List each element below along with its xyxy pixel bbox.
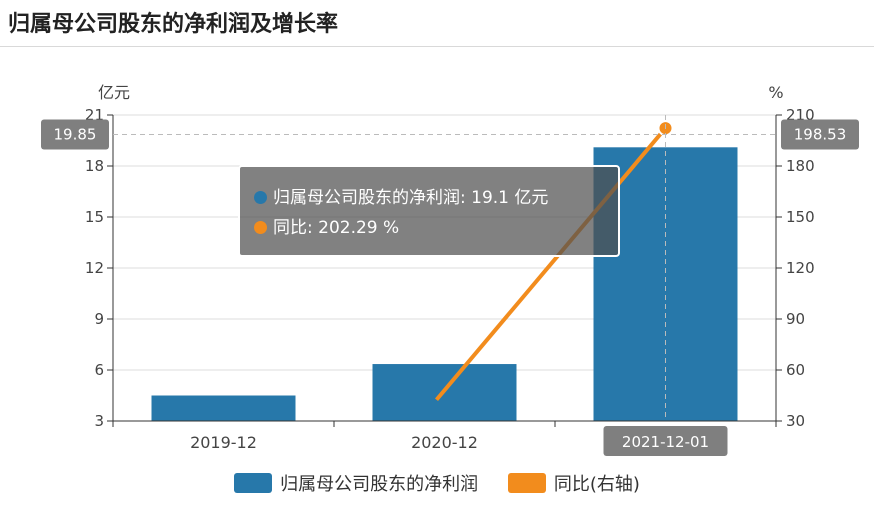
bar-2019-12	[151, 395, 296, 421]
pointer-right-value: 198.53	[794, 126, 847, 144]
legend-item-net-profit[interactable]: 归属母公司股东的净利润	[234, 470, 478, 496]
y-right-tick-label: 30	[786, 412, 805, 430]
tooltip-row-bar: 归属母公司股东的净利润: 19.1 亿元	[254, 183, 604, 213]
legend-swatch-bar	[234, 473, 273, 493]
y-left-tick-label: 21	[85, 106, 104, 124]
yoy-line	[434, 126, 668, 402]
tooltip-bar-label: 归属母公司股东的净利润	[273, 188, 460, 208]
page-title: 归属母公司股东的净利润及增长率	[8, 12, 339, 37]
legend-label-net-profit: 归属母公司股东的净利润	[280, 474, 479, 495]
tooltip-row-line: 同比: 202.29 %	[254, 213, 604, 243]
y-left-tick-label: 6	[94, 361, 104, 379]
y-right-tick-label: 150	[786, 208, 815, 226]
y-left-tick-label: 3	[94, 412, 104, 430]
pointer-right-box	[781, 119, 859, 150]
title-divider	[0, 46, 874, 47]
x-tick-label: 2020-12	[411, 433, 478, 452]
legend-label-yoy: 同比(右轴)	[553, 474, 640, 495]
tooltip-bar-value: 19.1	[471, 188, 509, 208]
y-right-tick-label: 60	[786, 361, 805, 379]
tooltip-line-value: 202.29	[318, 218, 378, 238]
y-right-tick-label: 90	[786, 310, 805, 328]
y-left-tick-label: 15	[85, 208, 104, 226]
legend-item-yoy[interactable]: 同比(右轴)	[507, 470, 640, 496]
tooltip-line-label: 同比	[273, 218, 307, 238]
y-right-tick-label: 120	[786, 259, 815, 277]
pointer-x-label: 2021-12-01	[622, 433, 709, 451]
tooltip: 归属母公司股东的净利润: 19.1 亿元 同比: 202.29 %	[238, 165, 620, 257]
tooltip-bar-dot	[254, 191, 267, 204]
y-right-unit: %	[768, 83, 783, 102]
tooltip-line-unit: %	[383, 218, 400, 238]
y-left-unit: 亿元	[98, 83, 130, 102]
pointer-left-box	[41, 119, 109, 150]
x-tick-label: 2019-12	[190, 433, 257, 452]
tooltip-line-dot	[254, 221, 267, 234]
tooltip-bar-unit: 亿元	[514, 188, 549, 208]
y-left-tick-label: 9	[94, 310, 104, 328]
y-left-tick-label: 12	[85, 259, 104, 277]
pointer-left-value: 19.85	[54, 126, 97, 144]
legend: 归属母公司股东的净利润 同比(右轴)	[0, 470, 874, 498]
axes: 3 6 9 12 15 18 21 30 60 90 120 150 180 210 亿元 % 2019-12 2…	[85, 83, 815, 452]
axis-pointer: 19.85 198.53 2021-12-01	[41, 115, 859, 456]
y-right-tick-label: 210	[786, 106, 815, 124]
y-right-tick-label: 180	[786, 157, 815, 175]
pointer-x-box	[603, 426, 728, 456]
y-left-tick-label: 18	[85, 157, 104, 175]
legend-swatch-line	[507, 473, 546, 493]
